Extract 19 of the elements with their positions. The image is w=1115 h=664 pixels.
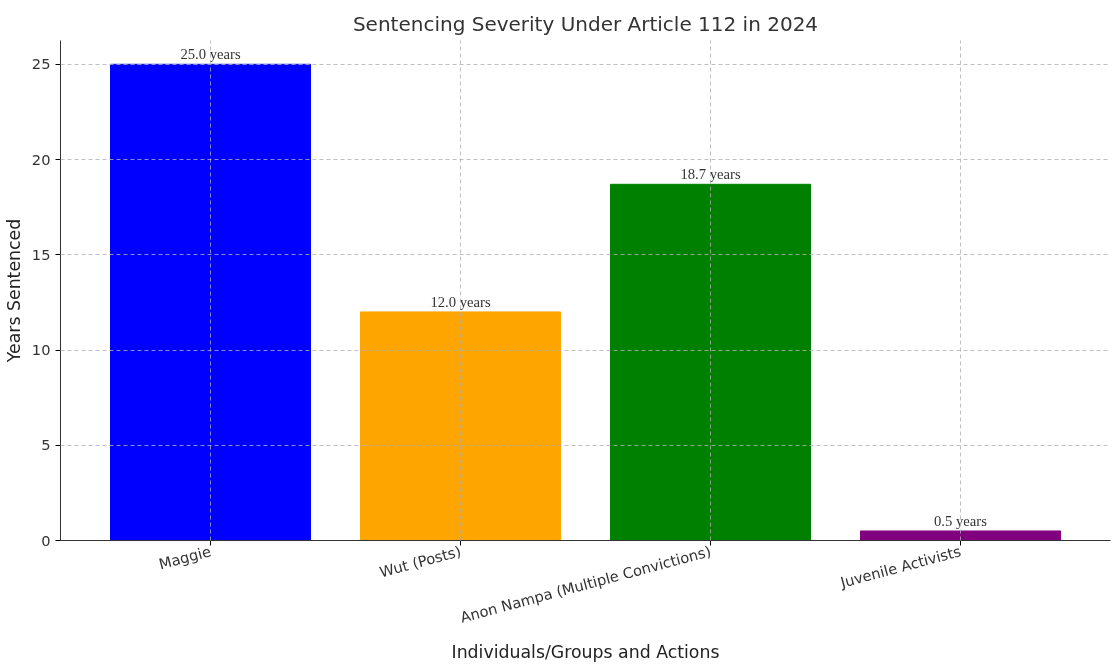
y-tick-label: 10 bbox=[31, 341, 51, 359]
y-tick-label: 20 bbox=[31, 150, 51, 168]
y-tick-label: 0 bbox=[41, 531, 51, 549]
y-axis-title: Years Sentenced bbox=[3, 218, 24, 364]
bar bbox=[610, 183, 811, 541]
bar bbox=[860, 530, 1061, 541]
x-tick-label: Maggie bbox=[156, 542, 213, 573]
y-tick-label: 5 bbox=[41, 436, 51, 454]
y-tick-label: 15 bbox=[31, 245, 51, 263]
x-axis-title: Individuals/Groups and Actions bbox=[451, 641, 720, 662]
data-label: 18.7 years bbox=[680, 166, 741, 183]
data-label: 25.0 years bbox=[180, 46, 241, 63]
y-tick-label: 25 bbox=[31, 55, 51, 73]
bar bbox=[110, 63, 311, 541]
chart-title: Sentencing Severity Under Article 112 in 2024 bbox=[352, 11, 819, 36]
data-label: 0.5 years bbox=[934, 512, 988, 529]
data-label: 12.0 years bbox=[430, 293, 491, 310]
bar bbox=[360, 311, 561, 541]
x-tick-label: Wut (Posts) bbox=[377, 542, 463, 581]
